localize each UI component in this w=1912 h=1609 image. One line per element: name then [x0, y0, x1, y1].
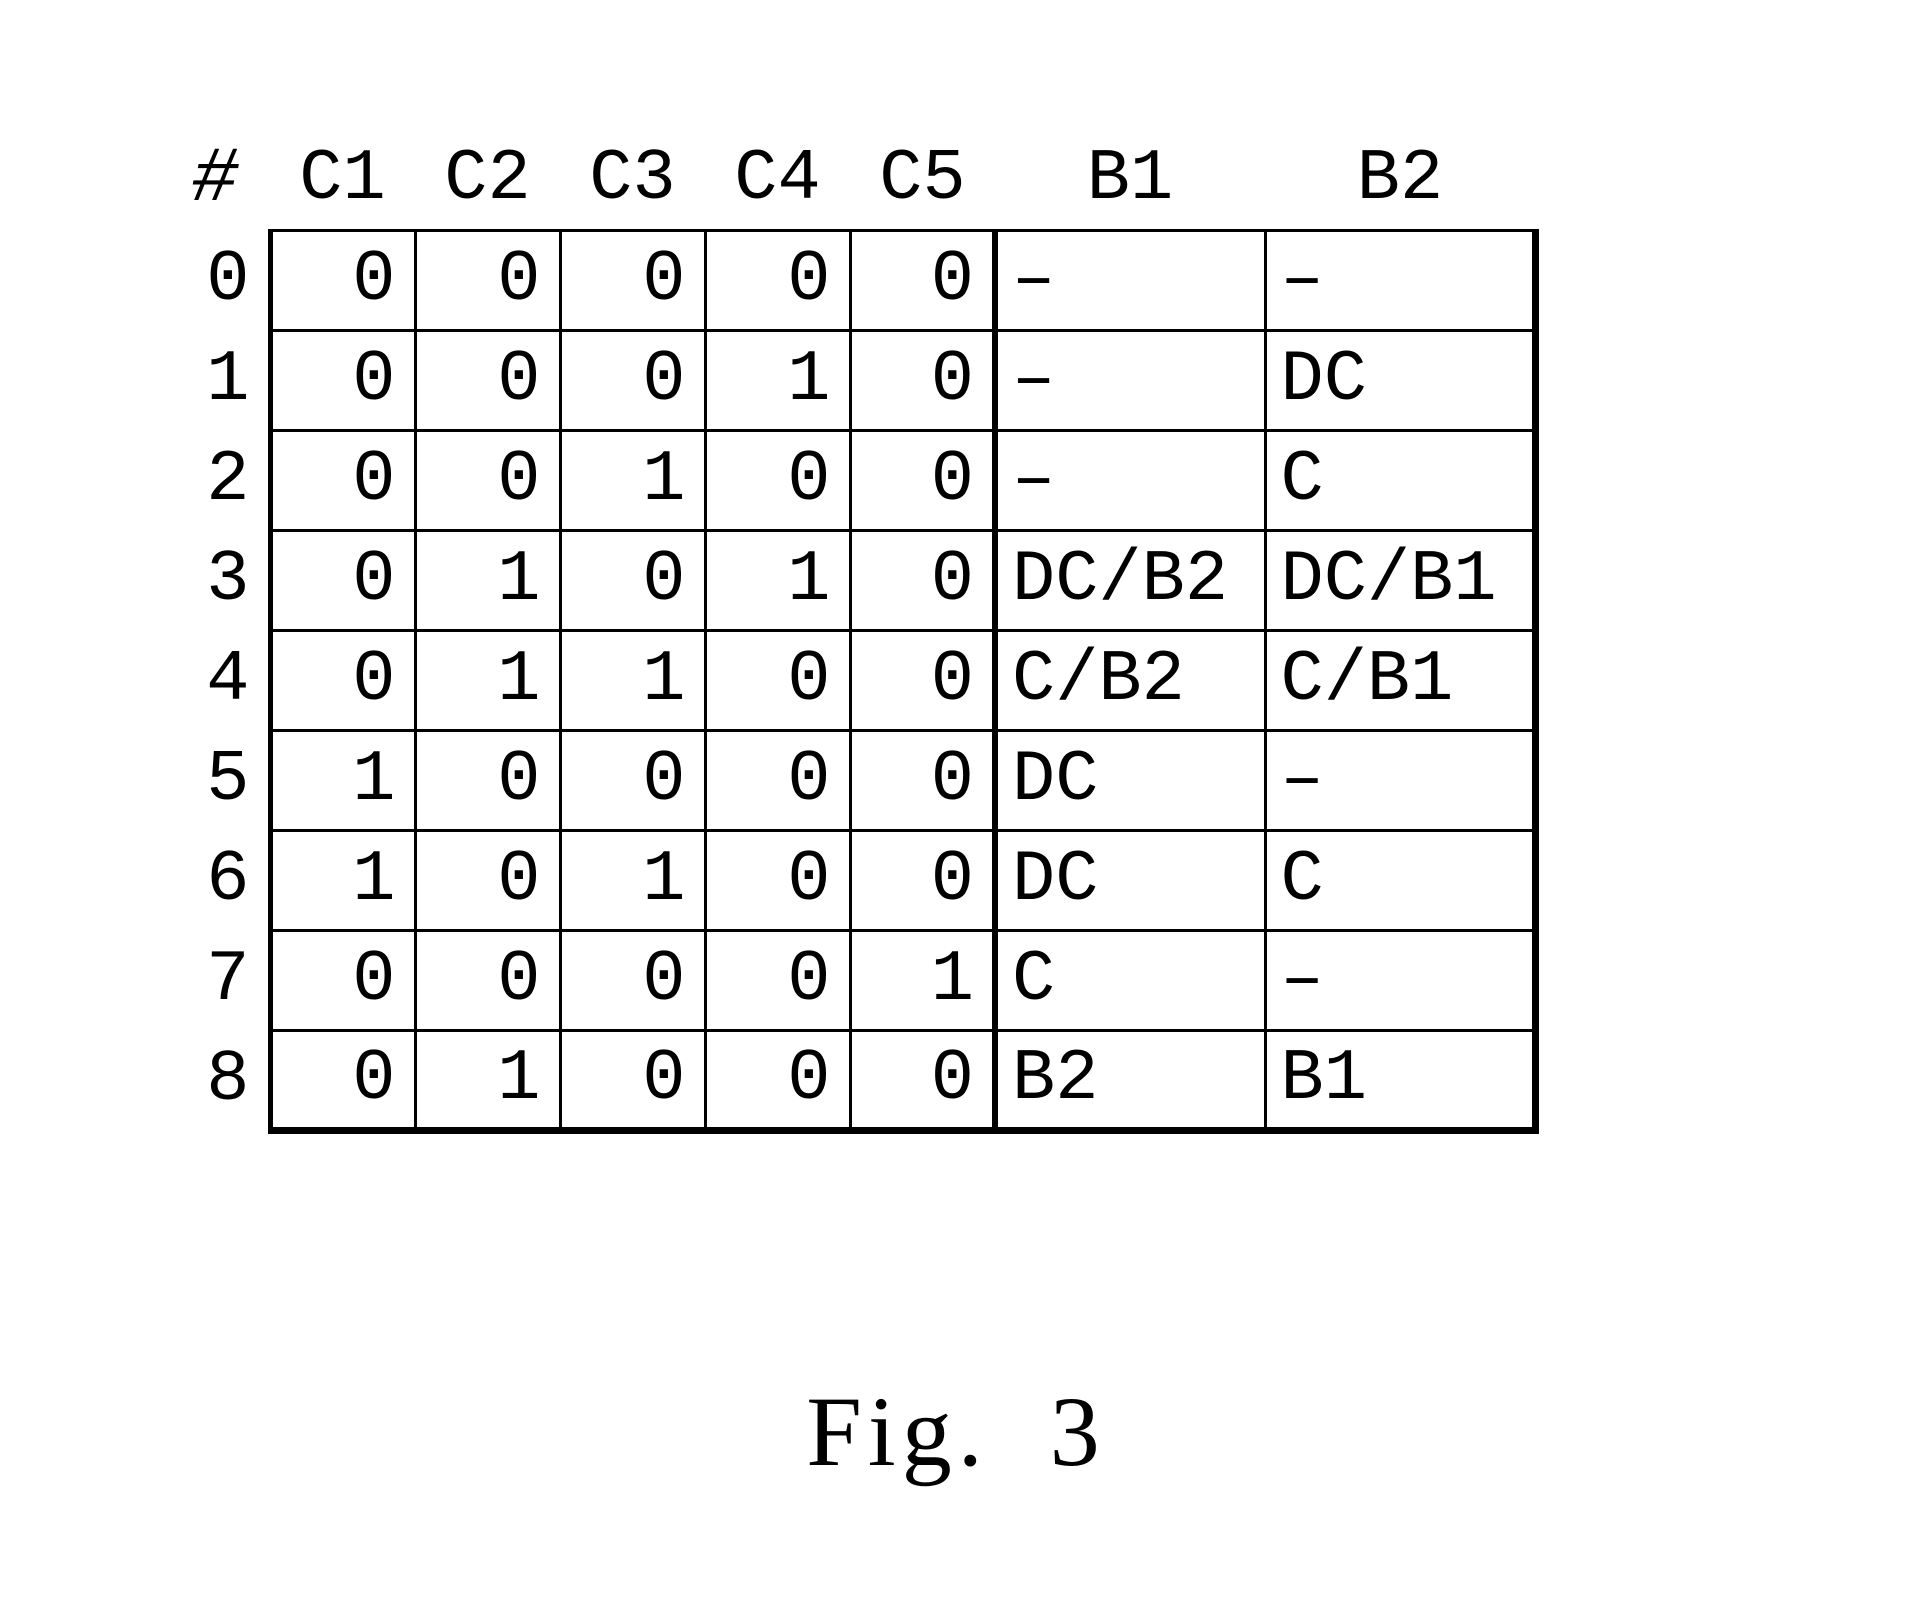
table-row: 1 0 0 0 1 0 – DC	[180, 330, 1535, 430]
caption-number: 3	[1050, 1376, 1106, 1487]
table-row: 3 0 1 0 1 0 DC/B2 DC/B1	[180, 530, 1535, 630]
row-index: 4	[180, 630, 270, 730]
cell-b1: –	[995, 330, 1265, 430]
cell-b1: –	[995, 230, 1265, 330]
cell-c1: 0	[270, 430, 415, 530]
cell-c1: 0	[270, 530, 415, 630]
header-hash: #	[180, 130, 270, 230]
cell-c5: 0	[850, 1030, 995, 1130]
header-b2: B2	[1265, 130, 1535, 230]
cell-b2: –	[1265, 930, 1535, 1030]
cell-c1: 1	[270, 830, 415, 930]
truth-table: # C1 C2 C3 C4 C5 B1 B2 0 0 0 0 0 0 – – 1	[180, 130, 1539, 1134]
cell-c4: 0	[705, 230, 850, 330]
cell-c2: 1	[415, 1030, 560, 1130]
cell-b2: –	[1265, 730, 1535, 830]
cell-c2: 0	[415, 930, 560, 1030]
cell-c2: 0	[415, 230, 560, 330]
header-b1: B1	[995, 130, 1265, 230]
header-c2: C2	[415, 130, 560, 230]
cell-c4: 0	[705, 930, 850, 1030]
cell-c4: 1	[705, 330, 850, 430]
cell-b1: –	[995, 430, 1265, 530]
row-index: 8	[180, 1030, 270, 1130]
cell-b1: DC	[995, 830, 1265, 930]
cell-c2: 0	[415, 330, 560, 430]
cell-c5: 0	[850, 230, 995, 330]
cell-c3: 0	[560, 230, 705, 330]
header-c1: C1	[270, 130, 415, 230]
row-index: 1	[180, 330, 270, 430]
cell-c2: 0	[415, 830, 560, 930]
header-c5: C5	[850, 130, 995, 230]
cell-c4: 0	[705, 830, 850, 930]
cell-b2: C	[1265, 430, 1535, 530]
cell-c3: 0	[560, 330, 705, 430]
table-row: 4 0 1 1 0 0 C/B2 C/B1	[180, 630, 1535, 730]
cell-c5: 1	[850, 930, 995, 1030]
cell-c5: 0	[850, 830, 995, 930]
cell-b1: C	[995, 930, 1265, 1030]
row-index: 7	[180, 930, 270, 1030]
cell-c3: 1	[560, 430, 705, 530]
cell-c2: 0	[415, 430, 560, 530]
cell-c3: 0	[560, 530, 705, 630]
cell-c1: 0	[270, 330, 415, 430]
table-row: 0 0 0 0 0 0 – –	[180, 230, 1535, 330]
row-index: 2	[180, 430, 270, 530]
cell-b2: B1	[1265, 1030, 1535, 1130]
cell-c2: 1	[415, 530, 560, 630]
cell-c4: 0	[705, 430, 850, 530]
cell-c3: 0	[560, 1030, 705, 1130]
cell-c1: 0	[270, 230, 415, 330]
truth-table-wrap: # C1 C2 C3 C4 C5 B1 B2 0 0 0 0 0 0 – – 1	[180, 130, 1730, 1134]
cell-c5: 0	[850, 430, 995, 530]
figure-caption: Fig. 3	[0, 1374, 1912, 1489]
cell-c2: 1	[415, 630, 560, 730]
cell-b1: DC/B2	[995, 530, 1265, 630]
cell-c4: 0	[705, 1030, 850, 1130]
table-header-row: # C1 C2 C3 C4 C5 B1 B2	[180, 130, 1535, 230]
header-c4: C4	[705, 130, 850, 230]
table-row: 2 0 0 1 0 0 – C	[180, 430, 1535, 530]
table-row: 6 1 0 1 0 0 DC C	[180, 830, 1535, 930]
cell-b2: C/B1	[1265, 630, 1535, 730]
caption-word: Fig.	[806, 1376, 988, 1487]
cell-c5: 0	[850, 330, 995, 430]
cell-c3: 1	[560, 630, 705, 730]
table-row: 7 0 0 0 0 1 C –	[180, 930, 1535, 1030]
cell-c1: 0	[270, 930, 415, 1030]
cell-b2: DC	[1265, 330, 1535, 430]
row-index: 3	[180, 530, 270, 630]
cell-c3: 0	[560, 730, 705, 830]
cell-c4: 0	[705, 630, 850, 730]
cell-c5: 0	[850, 730, 995, 830]
table-row: 8 0 1 0 0 0 B2 B1	[180, 1030, 1535, 1130]
row-index: 0	[180, 230, 270, 330]
table-row: 5 1 0 0 0 0 DC –	[180, 730, 1535, 830]
row-index: 6	[180, 830, 270, 930]
cell-c1: 0	[270, 1030, 415, 1130]
cell-c2: 0	[415, 730, 560, 830]
cell-b1: B2	[995, 1030, 1265, 1130]
cell-c5: 0	[850, 530, 995, 630]
cell-c4: 0	[705, 730, 850, 830]
header-c3: C3	[560, 130, 705, 230]
cell-c1: 1	[270, 730, 415, 830]
cell-c3: 1	[560, 830, 705, 930]
cell-c1: 0	[270, 630, 415, 730]
cell-b1: DC	[995, 730, 1265, 830]
cell-b1: C/B2	[995, 630, 1265, 730]
row-index: 5	[180, 730, 270, 830]
cell-c3: 0	[560, 930, 705, 1030]
cell-b2: C	[1265, 830, 1535, 930]
cell-b2: DC/B1	[1265, 530, 1535, 630]
cell-c4: 1	[705, 530, 850, 630]
cell-c5: 0	[850, 630, 995, 730]
cell-b2: –	[1265, 230, 1535, 330]
page: # C1 C2 C3 C4 C5 B1 B2 0 0 0 0 0 0 – – 1	[0, 0, 1912, 1609]
